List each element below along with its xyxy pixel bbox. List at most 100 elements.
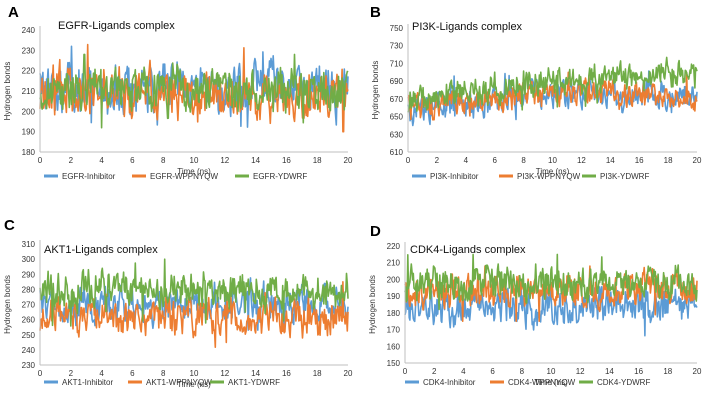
legend-label: AKT1-YDWRF xyxy=(228,378,280,387)
x-tick-label: 0 xyxy=(38,369,43,378)
x-tick-label: 4 xyxy=(464,156,469,165)
x-axis-title: Time (ns) xyxy=(177,380,211,389)
series-line-cdk4-ydwrf xyxy=(404,253,698,311)
y-tick-label: 210 xyxy=(22,87,36,96)
x-tick-label: 6 xyxy=(490,367,495,376)
legend-label: CDK4-Inhibitor xyxy=(423,378,476,387)
x-tick-label: 12 xyxy=(220,369,229,378)
y-tick-label: 190 xyxy=(387,292,401,301)
y-tick-label: 170 xyxy=(387,326,401,335)
panel-letter: B xyxy=(370,4,381,21)
x-tick-label: 2 xyxy=(69,156,74,165)
legend-label: EGFR-Inhibitor xyxy=(62,172,116,181)
y-tick-label: 190 xyxy=(22,128,36,137)
series-line-akt1-wppnyqw xyxy=(39,280,349,349)
x-tick-label: 6 xyxy=(130,369,135,378)
x-tick-label: 10 xyxy=(190,369,199,378)
y-tick-label: 610 xyxy=(390,148,404,157)
x-tick-label: 10 xyxy=(190,156,199,165)
y-tick-label: 240 xyxy=(22,26,36,35)
x-tick-label: 18 xyxy=(664,156,673,165)
series-line-pi3k-ydwrf xyxy=(407,56,698,113)
legend-label: CDK4-WPPNYQW xyxy=(508,378,576,387)
y-tick-label: 710 xyxy=(390,59,404,68)
x-tick-label: 2 xyxy=(432,367,437,376)
series-group xyxy=(39,43,349,133)
x-tick-label: 20 xyxy=(693,367,702,376)
legend: AKT1-Inhibitor AKT1-WPPNYQW AKT1-YDWRF xyxy=(44,378,280,387)
y-tick-label: 220 xyxy=(22,67,36,76)
y-tick-label: 310 xyxy=(22,240,36,249)
x-tick-label: 12 xyxy=(220,156,229,165)
x-tick-label: 8 xyxy=(161,369,166,378)
x-tick-label: 12 xyxy=(576,367,585,376)
x-tick-label: 4 xyxy=(99,369,104,378)
chart-panel-a: A 180 190 200 210 220 230 240 0 2 4 6 8 10 12 14 16 18 20 T… xyxy=(3,4,353,181)
chart-panel-d: D 150 160 170 180 190 200 210 220 0 2 4 6 8 10 12 14 16 18… xyxy=(368,223,702,387)
series-group xyxy=(404,253,698,337)
x-tick-label: 10 xyxy=(547,367,556,376)
x-tick-label: 16 xyxy=(282,369,291,378)
x-tick-label: 12 xyxy=(577,156,586,165)
x-axis-title: Time (ns) xyxy=(536,167,570,176)
legend-label: CDK4-YDWRF xyxy=(597,378,650,387)
x-tick-label: 18 xyxy=(663,367,672,376)
y-tick-label: 210 xyxy=(387,259,401,268)
x-tick-label: 6 xyxy=(492,156,497,165)
panel-letter: D xyxy=(370,223,381,240)
panel-title: EGFR-Ligands complex xyxy=(58,20,175,32)
y-axis-title: Hydrogen bonds xyxy=(371,61,380,120)
x-tick-label: 6 xyxy=(130,156,135,165)
y-tick-label: 180 xyxy=(22,148,36,157)
panel-letter: C xyxy=(4,217,15,234)
y-tick-label: 160 xyxy=(387,342,401,351)
series-group xyxy=(407,56,698,127)
panel-title: PI3K-Ligands complex xyxy=(412,21,523,33)
panel-letter: A xyxy=(8,4,19,21)
x-tick-label: 18 xyxy=(313,156,322,165)
x-tick-label: 2 xyxy=(69,369,74,378)
x-tick-label: 14 xyxy=(606,156,615,165)
y-tick-label: 670 xyxy=(390,95,404,104)
y-tick-label: 230 xyxy=(22,46,36,55)
y-tick-label: 220 xyxy=(387,242,401,251)
y-tick-label: 690 xyxy=(390,77,404,86)
legend-label: PI3K-Inhibitor xyxy=(430,172,479,181)
x-tick-label: 2 xyxy=(435,156,440,165)
x-axis-title: Time (ns) xyxy=(177,167,211,176)
y-axis-title: Hydrogen bonds xyxy=(3,62,12,121)
legend-label: AKT1-Inhibitor xyxy=(62,378,113,387)
legend: CDK4-Inhibitor CDK4-WPPNYQW CDK4-YDWRF xyxy=(405,378,650,387)
x-tick-label: 8 xyxy=(161,156,166,165)
series-line-pi3k-wppnyqw xyxy=(407,71,698,121)
x-tick-label: 10 xyxy=(548,156,557,165)
y-tick-label: 230 xyxy=(22,361,36,370)
y-axis-title: Hydrogen bonds xyxy=(3,275,12,334)
y-tick-label: 240 xyxy=(22,346,36,355)
legend-label: AKT1-WPPNYQW xyxy=(146,378,212,387)
x-tick-label: 0 xyxy=(406,156,411,165)
chart-panel-b: B 610 630 650 670 690 710 730 750 0 2 4 6 8 10 12 14 16 18… xyxy=(370,4,702,181)
y-tick-label: 650 xyxy=(390,113,404,122)
panel-title: CDK4-Ligands complex xyxy=(410,244,526,256)
x-tick-label: 8 xyxy=(520,367,525,376)
series-line-akt1-ydwrf xyxy=(39,258,349,327)
y-tick-label: 290 xyxy=(22,270,36,279)
y-tick-label: 180 xyxy=(387,309,401,318)
x-axis-title: Time (ns) xyxy=(534,378,568,387)
series-line-egfr-inhibitor xyxy=(39,45,349,128)
x-tick-label: 14 xyxy=(605,367,614,376)
y-axis-title: Hydrogen bonds xyxy=(368,275,377,334)
x-tick-label: 16 xyxy=(635,156,644,165)
x-tick-label: 8 xyxy=(521,156,526,165)
x-tick-label: 14 xyxy=(251,369,260,378)
y-tick-label: 630 xyxy=(390,130,404,139)
x-tick-label: 20 xyxy=(344,369,353,378)
y-tick-label: 280 xyxy=(22,285,36,294)
x-tick-label: 4 xyxy=(461,367,466,376)
legend-label: PI3K-WPPNYQW xyxy=(517,172,581,181)
y-tick-label: 250 xyxy=(22,331,36,340)
y-tick-label: 730 xyxy=(390,42,404,51)
panel-title: AKT1-Ligands complex xyxy=(44,244,158,256)
x-tick-label: 16 xyxy=(282,156,291,165)
